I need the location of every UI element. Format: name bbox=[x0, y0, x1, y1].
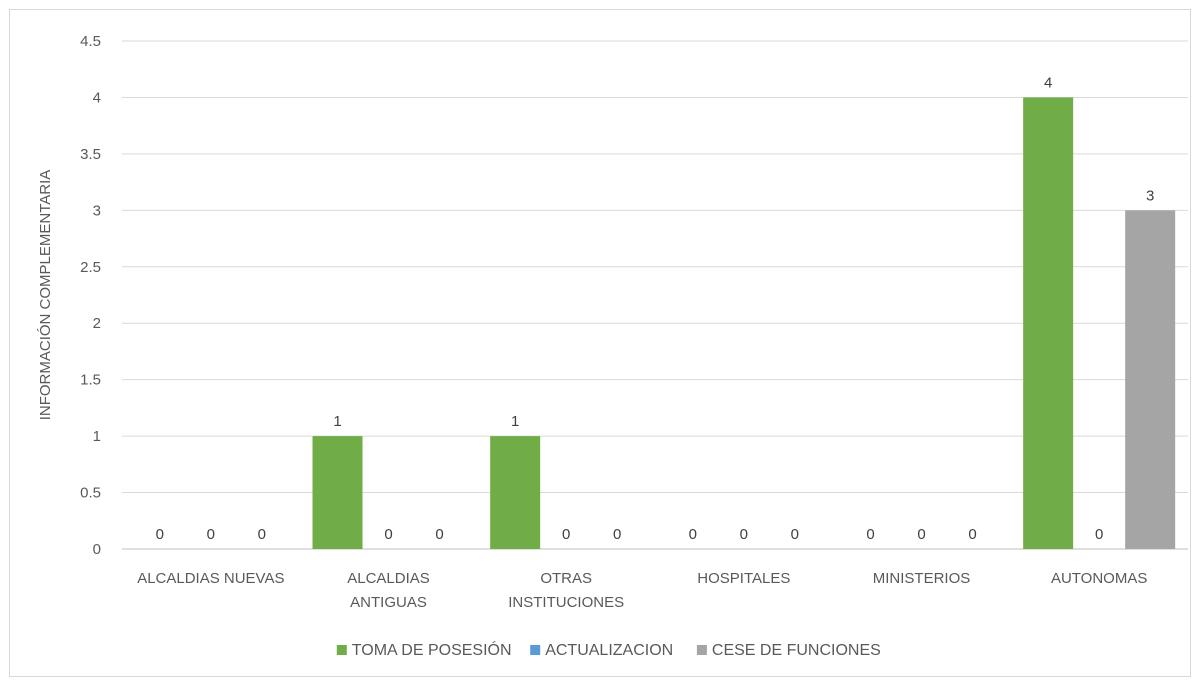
data-label: 0 bbox=[207, 526, 215, 543]
y-tick-label: 0 bbox=[93, 541, 101, 558]
data-label: 0 bbox=[1095, 526, 1103, 543]
bar bbox=[312, 436, 363, 549]
data-label: 0 bbox=[258, 526, 266, 543]
data-label: 0 bbox=[156, 526, 164, 543]
data-label: 0 bbox=[968, 526, 976, 543]
y-tick-label: 2.5 bbox=[80, 259, 101, 276]
data-label: 0 bbox=[562, 526, 570, 543]
x-tick-label: ANTIGUAS bbox=[350, 594, 427, 611]
legend-label: TOMA DE POSESIÓN bbox=[352, 640, 512, 659]
x-tick-label: ALCALDIAS NUEVAS bbox=[137, 570, 284, 587]
y-tick-label: 3 bbox=[93, 202, 101, 219]
data-label: 0 bbox=[435, 526, 443, 543]
legend-label: CESE DE FUNCIONES bbox=[712, 642, 881, 659]
legend-swatch bbox=[336, 645, 347, 655]
data-label: 1 bbox=[511, 413, 519, 430]
y-tick-label: 3.5 bbox=[80, 146, 101, 163]
legend-swatch bbox=[696, 645, 707, 655]
x-tick-label: OTRAS bbox=[540, 570, 592, 587]
y-axis-title: INFORMACIÓN COMPLEMENTARIA bbox=[37, 170, 54, 421]
bar bbox=[490, 436, 541, 549]
data-label: 0 bbox=[917, 526, 925, 543]
y-tick-label: 2 bbox=[93, 315, 101, 332]
x-tick-label: ALCALDIAS bbox=[347, 570, 430, 587]
y-tick-label: 1.5 bbox=[80, 372, 101, 389]
legend-label: ACTUALIZACION bbox=[545, 642, 673, 659]
x-tick-label: MINISTERIOS bbox=[873, 570, 971, 587]
chart-frame bbox=[9, 9, 1191, 677]
x-tick-label: AUTONOMAS bbox=[1051, 570, 1147, 587]
data-label: 3 bbox=[1146, 187, 1154, 204]
data-label: 4 bbox=[1044, 74, 1052, 91]
x-tick-label: INSTITUCIONES bbox=[508, 594, 624, 611]
data-label: 0 bbox=[613, 526, 621, 543]
data-label: 0 bbox=[384, 526, 392, 543]
bar bbox=[1125, 210, 1176, 550]
y-tick-label: 0.5 bbox=[80, 485, 101, 502]
data-label: 0 bbox=[689, 526, 697, 543]
data-label: 0 bbox=[791, 526, 799, 543]
data-label: 1 bbox=[333, 413, 341, 430]
bar bbox=[1023, 97, 1074, 549]
data-label: 0 bbox=[740, 526, 748, 543]
y-tick-label: 4 bbox=[93, 89, 101, 106]
x-tick-label: HOSPITALES bbox=[697, 570, 790, 587]
y-tick-label: 4.5 bbox=[80, 33, 101, 50]
y-tick-label: 1 bbox=[93, 428, 101, 445]
legend-swatch bbox=[530, 645, 541, 655]
data-label: 0 bbox=[866, 526, 874, 543]
